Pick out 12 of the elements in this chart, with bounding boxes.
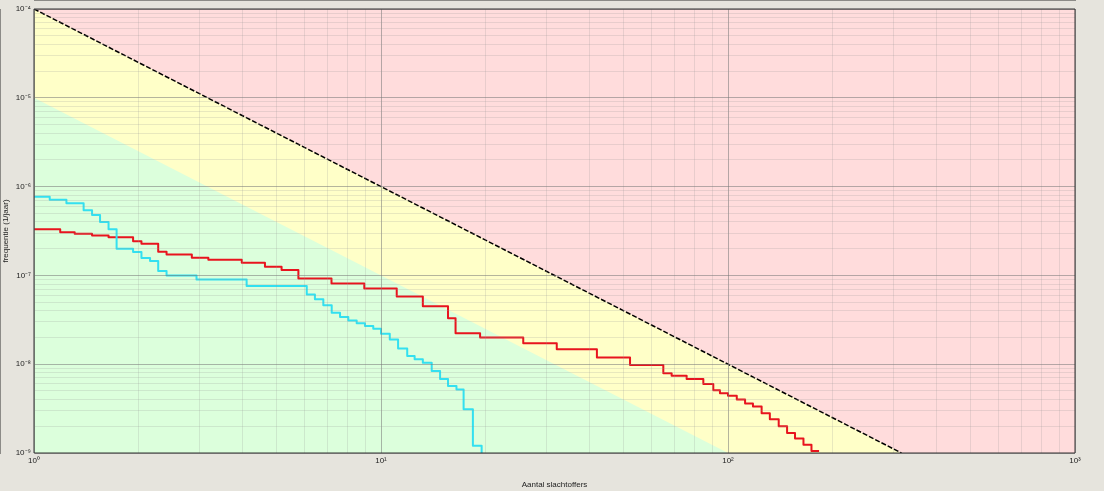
y-tick-label: 10⁻⁷	[16, 270, 32, 280]
y-tick-label: 10⁻⁴	[15, 4, 32, 14]
x-tick-label: 10³	[1069, 456, 1082, 465]
x-tick-label: 10²	[722, 456, 735, 465]
y-tick-label: 10⁻⁶	[15, 181, 31, 191]
x-axis-title: Aantal slachtoffers	[521, 480, 588, 490]
x-tick-label: 10¹	[375, 456, 388, 465]
y-tick-label: 10⁻⁵	[15, 93, 31, 102]
y-tick-label: 10⁻⁸	[15, 359, 31, 369]
y-axis-title: frequentie (1/jaar)	[1, 199, 10, 263]
y-tick-label: 10⁻⁹	[15, 448, 31, 458]
x-tick-label: 10⁰	[28, 456, 40, 465]
